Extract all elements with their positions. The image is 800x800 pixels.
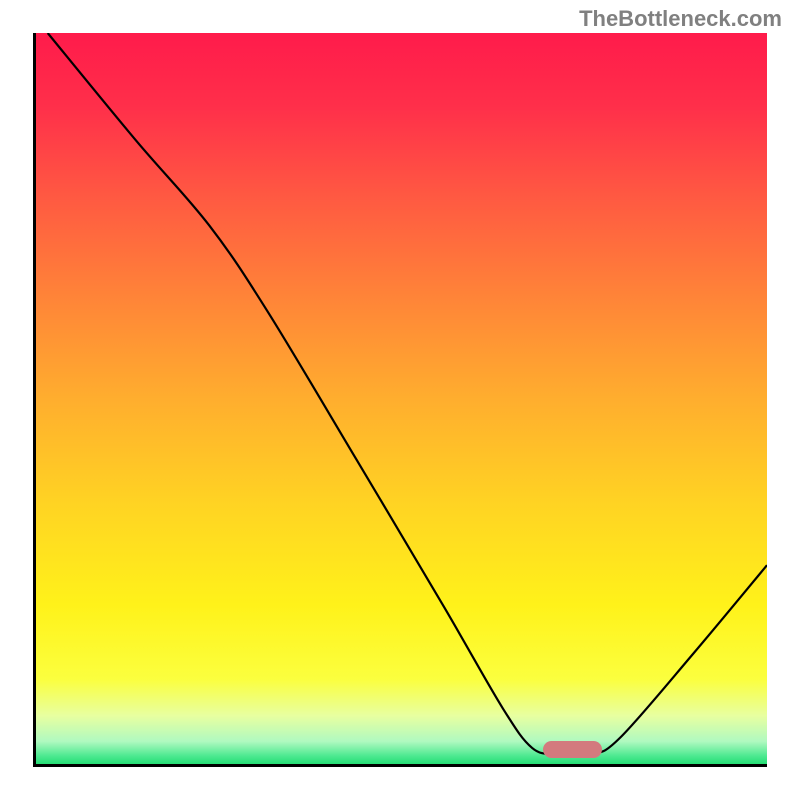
chart-area — [33, 33, 767, 767]
optimum-marker — [543, 741, 602, 759]
watermark-text: TheBottleneck.com — [579, 6, 782, 32]
gradient-background — [33, 33, 767, 767]
chart-svg — [33, 33, 767, 767]
